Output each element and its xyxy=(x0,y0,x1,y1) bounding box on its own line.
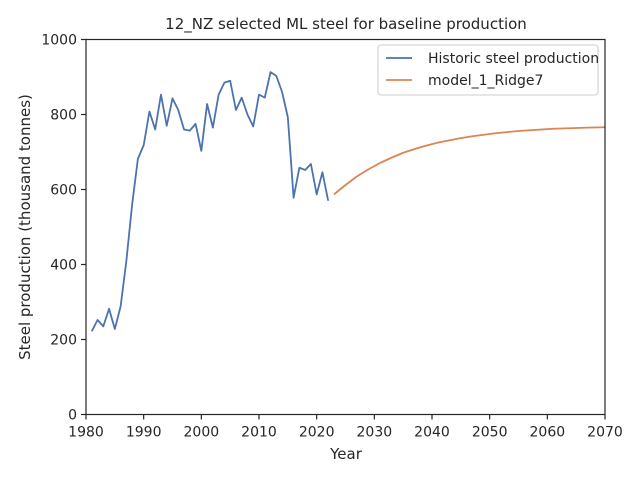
x-tick-label: 2000 xyxy=(184,425,220,441)
y-tick-label: 800 xyxy=(50,108,77,124)
plot-series xyxy=(90,71,606,332)
series-line-historic xyxy=(90,71,330,332)
x-tick-label: 2020 xyxy=(299,425,335,441)
x-tick-label: 1980 xyxy=(68,425,104,441)
series-line-model xyxy=(333,126,606,196)
x-tick-label: 2010 xyxy=(241,425,277,441)
y-axis-label: Steel production (thousand tonnes) xyxy=(16,94,34,360)
x-tick-label: 2070 xyxy=(587,425,623,441)
x-axis-ticks: 1980 1990 2000 2010 2020 2030 2040 2050 2060 2070 xyxy=(68,414,623,441)
legend-label-historic: Historic steel production xyxy=(428,51,599,67)
x-tick-label: 2060 xyxy=(530,425,566,441)
y-tick-label: 0 xyxy=(68,408,77,424)
y-tick-label: 600 xyxy=(50,183,77,199)
x-axis-label: Year xyxy=(329,445,363,463)
y-axis-ticks: 0 200 400 600 800 1000 xyxy=(41,33,86,424)
legend-label-model: model_1_Ridge7 xyxy=(428,73,543,89)
plot-frame xyxy=(85,38,606,416)
legend: Historic steel production model_1_Ridge7 xyxy=(377,44,599,96)
y-tick-label: 400 xyxy=(50,258,77,274)
y-tick-label: 1000 xyxy=(41,33,77,49)
x-tick-label: 2030 xyxy=(357,425,393,441)
y-tick-label: 200 xyxy=(50,333,77,349)
chart-title: 12_NZ selected ML steel for baseline pro… xyxy=(165,15,527,34)
x-tick-label: 1990 xyxy=(126,425,162,441)
x-tick-label: 2040 xyxy=(414,425,450,441)
legend-box xyxy=(377,44,599,96)
x-tick-label: 2050 xyxy=(472,425,508,441)
